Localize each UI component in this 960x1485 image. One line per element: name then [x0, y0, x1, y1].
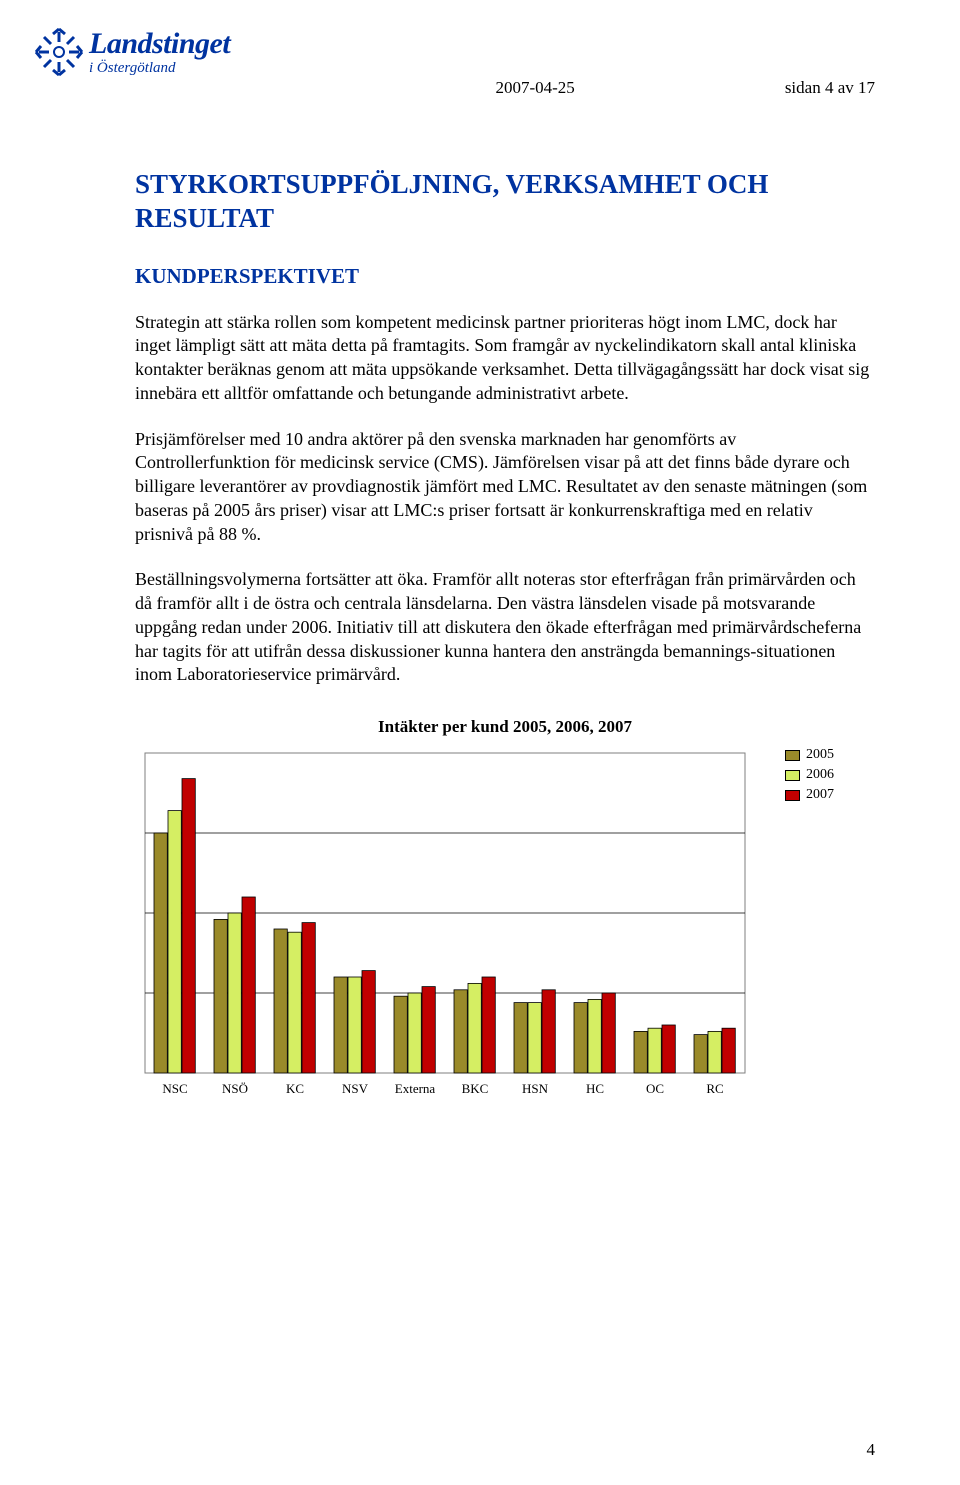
x-axis-label: RC [706, 1081, 723, 1096]
x-axis-label: NSÖ [222, 1081, 248, 1096]
bar [408, 993, 421, 1073]
bar [694, 1035, 707, 1073]
page-title: STYRKORTSUPPFÖLJNING, VERKSAMHET OCH RES… [135, 168, 875, 236]
bar [214, 919, 227, 1073]
bar [634, 1031, 647, 1073]
bar [662, 1025, 675, 1073]
bar [514, 1003, 527, 1073]
x-axis-label: HSN [522, 1081, 549, 1096]
bar [288, 932, 301, 1073]
section-heading: KUNDPERSPEKTIVET [135, 264, 875, 289]
paragraph-1: Strategin att stärka rollen som kompeten… [135, 311, 875, 406]
snowflake-icon [35, 28, 83, 76]
footer-page-number: 4 [867, 1440, 876, 1460]
legend-swatch [785, 790, 800, 801]
legend-label: 2007 [806, 787, 834, 803]
bar [588, 999, 601, 1073]
bar [334, 977, 347, 1073]
paragraph-2: Prisjämförelser med 10 andra aktörer på … [135, 428, 875, 547]
logo: Landstinget i Östergötland [35, 28, 230, 76]
document-date: 2007-04-25 [495, 78, 574, 98]
bar [482, 977, 495, 1073]
bar [394, 996, 407, 1073]
bar [528, 1003, 541, 1073]
bar [182, 779, 195, 1073]
x-axis-label: NSV [342, 1081, 369, 1096]
logo-line1: Landstinget [89, 29, 230, 59]
x-axis-label: Externa [395, 1081, 436, 1096]
document-page: Landstinget i Östergötland 2007-04-25 si… [0, 0, 960, 1485]
bar [348, 977, 361, 1073]
bar [168, 811, 181, 1073]
legend-item: 2007 [785, 787, 875, 803]
x-axis-label: KC [286, 1081, 304, 1096]
chart-legend: 2005 2006 2007 [779, 747, 875, 807]
bar [228, 913, 241, 1073]
bar [274, 929, 287, 1073]
bar [468, 983, 481, 1073]
page-header: Landstinget i Östergötland 2007-04-25 si… [35, 28, 875, 98]
bar [722, 1028, 735, 1073]
legend-item: 2006 [785, 767, 875, 783]
bar [302, 923, 315, 1073]
legend-item: 2005 [785, 747, 875, 763]
bar [602, 993, 615, 1073]
bar-chart: NSC NSÖ KC NSV Externa BKC HSN HC OC RC [135, 743, 755, 1103]
x-axis-label: HC [586, 1081, 604, 1096]
legend-label: 2005 [806, 747, 834, 763]
legend-swatch [785, 770, 800, 781]
bar [708, 1031, 721, 1073]
bar [574, 1003, 587, 1073]
paragraph-3: Beställningsvolymerna fortsätter att öka… [135, 568, 875, 687]
legend-label: 2006 [806, 767, 834, 783]
chart-container: NSCNSÖKCNSVExternaBKCHSNHCOCRC 200520062… [135, 743, 875, 1108]
header-meta: 2007-04-25 sidan 4 av 17 [495, 78, 875, 98]
legend-swatch [785, 750, 800, 761]
bar [648, 1028, 661, 1073]
x-axis-label: OC [646, 1081, 664, 1096]
bar [154, 833, 167, 1073]
bar [454, 990, 467, 1073]
bar [362, 971, 375, 1073]
bar [422, 987, 435, 1073]
chart-title: Intäkter per kund 2005, 2006, 2007 [135, 717, 875, 737]
bar [242, 897, 255, 1073]
logo-line2: i Östergötland [89, 61, 230, 76]
x-axis-label: BKC [462, 1081, 489, 1096]
x-axis-label: NSC [162, 1081, 187, 1096]
page-label: sidan 4 av 17 [785, 78, 875, 98]
bar [542, 990, 555, 1073]
